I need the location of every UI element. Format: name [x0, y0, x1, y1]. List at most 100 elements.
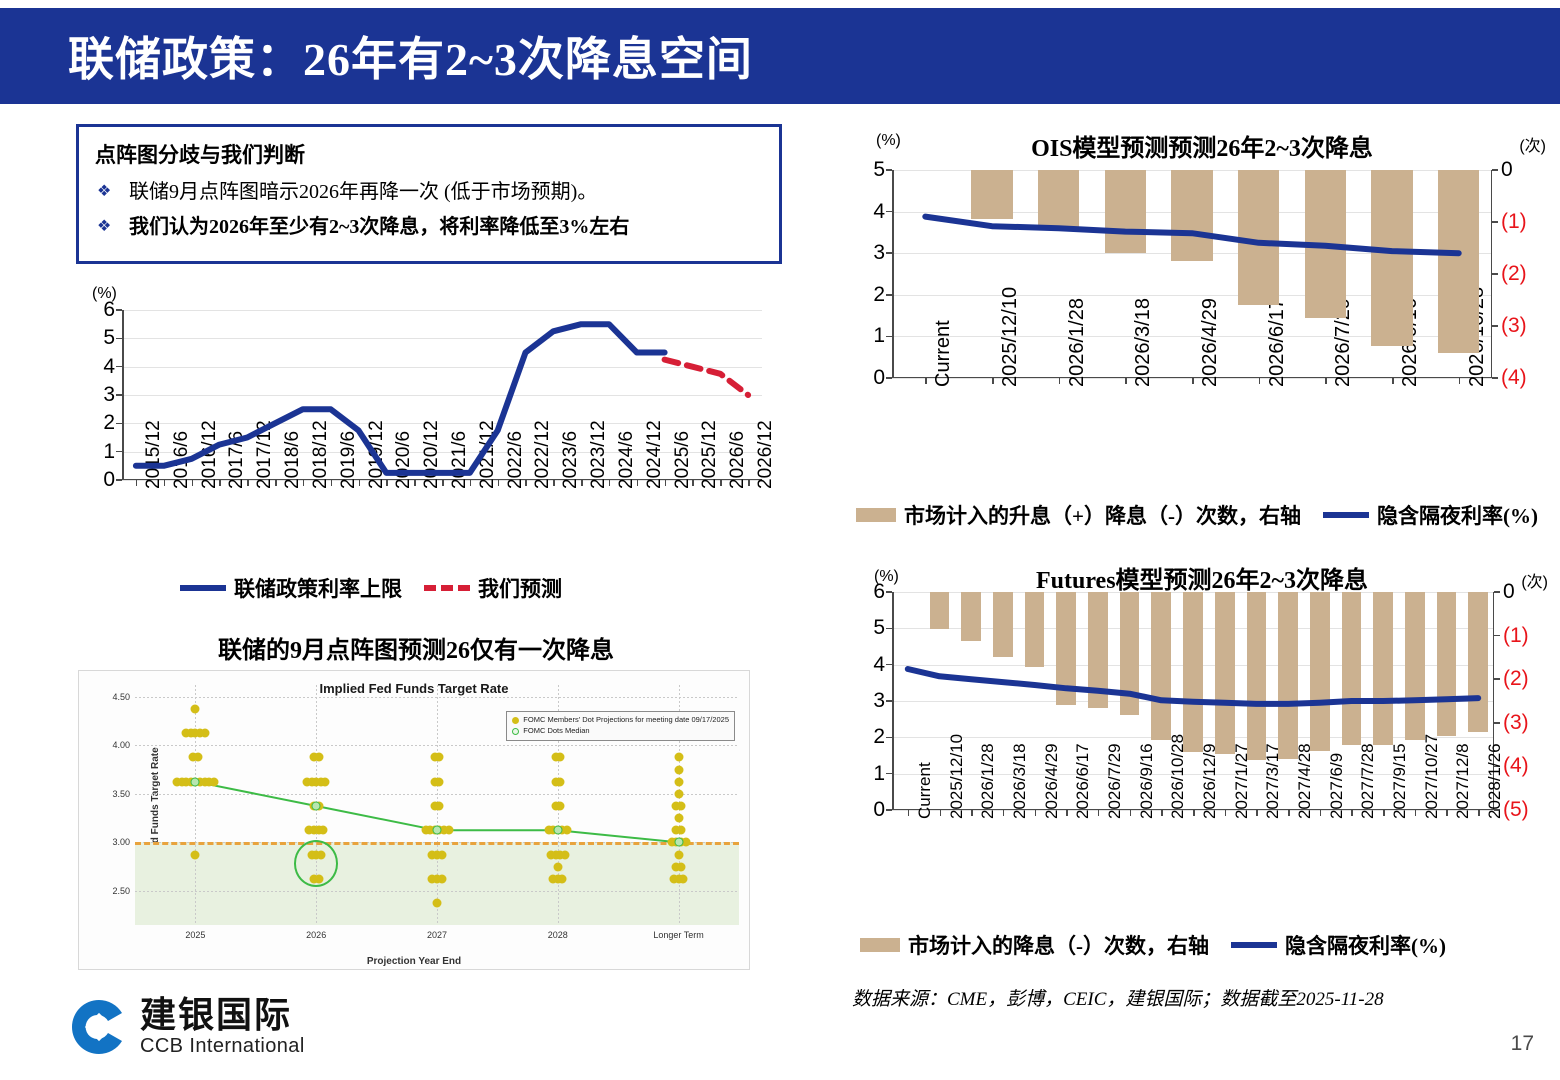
dotplot-x-tick: Longer Term: [653, 930, 704, 940]
chart-fed-policy-rate: (%) 0 1 2 3 4 5 6 2015/12 2016/6 2016/12 2017/6 201…: [80, 285, 780, 585]
gridline: [122, 310, 762, 311]
dotplot-y-tick: 4.50: [112, 691, 130, 702]
bar-rate-change-count: [1088, 592, 1108, 708]
x-axis-tick-label: 2018/6: [282, 430, 304, 489]
dot-projection-marker: [434, 752, 444, 762]
ccb-logo-icon: [71, 1000, 122, 1054]
right-axis-tickmark: [1492, 273, 1498, 275]
right-axis-tickmark: [1494, 591, 1500, 593]
dotplot-x-tick: 2026: [306, 930, 327, 940]
right-axis-tick-label: (4): [1503, 754, 1529, 778]
x-axis-tickmark: [925, 378, 927, 384]
bar-rate-change-count: [1304, 170, 1346, 319]
x-axis-tickmark: [1097, 810, 1100, 816]
dot-projection-marker: [320, 777, 330, 787]
bar-rate-change-count: [1438, 170, 1480, 354]
x-axis-tickmark: [720, 480, 722, 486]
x-axis-tickmark: [748, 480, 750, 486]
x-axis-tick-label: 2026/12: [755, 420, 777, 489]
x-axis-tickmark: [608, 480, 611, 486]
dot-projection-marker: [204, 777, 214, 787]
dot-projection-marker: [195, 728, 205, 738]
highlight-ellipse: [294, 840, 339, 888]
dotplot-y-tick: 3.50: [112, 788, 130, 799]
y-axis-tick-label: 6: [873, 580, 885, 603]
plot-area-ois: 0 1 2 3 4 5 0 (1) (2) (3) (4) Current 2025/12/10 2026…: [873, 158, 1526, 389]
plot-area-dotplot: 2.50 3.00 3.50 4.00 4.50 2025 2026 2027 2028 Long…: [112, 685, 739, 940]
dot-median-marker: [553, 825, 563, 835]
y-axis-tickmark: [886, 169, 892, 171]
x-axis-tickmark: [1458, 378, 1461, 384]
x-axis-tickmark: [386, 480, 388, 486]
dot-projection-marker: [304, 825, 314, 835]
right-axis-tickmark: [1492, 221, 1498, 223]
x-axis-tick-label: 2016/12: [198, 420, 220, 489]
dot-projection-marker: [555, 777, 565, 787]
legend-swatch: [180, 585, 226, 591]
dot-projection-marker: [546, 850, 556, 860]
x-axis-tickmark: [1066, 810, 1068, 816]
y-axis-tick-label: 5: [873, 616, 885, 640]
bar-rate-change-count: [1246, 592, 1267, 760]
dot-projection-marker: [432, 898, 442, 908]
y-axis-tick-label: 4: [103, 354, 115, 378]
y-axis-tickmark: [116, 337, 122, 340]
legend-label: 隐含隔夜利率(%): [1285, 934, 1446, 958]
dot-projection-marker: [562, 825, 572, 835]
bar-rate-change-count: [929, 592, 950, 629]
axis-left: [892, 592, 894, 810]
dot-projection-marker: [674, 850, 684, 860]
dot-projection-marker: [437, 874, 447, 884]
x-axis-tick-label: 2026/1/28: [1065, 298, 1088, 387]
dot-projection-marker: [437, 850, 447, 860]
diamond-bullet-icon: ❖: [97, 183, 112, 200]
dot-projection-marker: [434, 777, 444, 787]
dot-projection-marker: [544, 825, 554, 835]
legend-item: FOMC Members' Dot Projections for meetin…: [512, 715, 729, 726]
right-axis-tick-label: (2): [1501, 262, 1527, 285]
dotplot-x-axis-label: Projection Year End: [366, 956, 462, 967]
x-axis-tick-label: 2026/3/18: [1132, 298, 1155, 387]
legend-median-dot-icon: [512, 727, 520, 735]
y-axis-tick-label: 3: [873, 689, 885, 712]
x-axis-tick-label: 2024/6: [615, 430, 637, 489]
right-axis-tickmark: [1494, 678, 1500, 680]
x-axis-tickmark: [1193, 810, 1195, 816]
bar-rate-change-count: [961, 592, 982, 641]
callout-bullet-text-2: 我们认为2026年至少有2~3次降息，将利率降低至3%左右: [129, 216, 630, 238]
dot-median-marker: [311, 801, 321, 811]
right-axis-tickmark: [1492, 377, 1498, 379]
axis-bottom: [892, 376, 1492, 378]
y-axis-tickmark: [886, 772, 892, 775]
right-axis-tickmark: [1494, 634, 1500, 637]
ois-left-unit: (%): [876, 132, 901, 149]
dot-projection-marker: [193, 752, 203, 762]
x-axis-tickmark: [1351, 810, 1353, 816]
callout-bullet-2: ❖ 我们认为2026年至少有2~3次降息，将利率降低至3%左右: [95, 212, 763, 242]
chart-fomc-dot-plot: Implied Fed Funds Target Rate Implied Fe…: [78, 670, 750, 970]
dot-projection-marker: [551, 850, 560, 860]
y-axis-tickmark: [886, 591, 892, 593]
dot-projection-marker: [681, 837, 690, 847]
x-axis-tick-label: 2026/4/29: [1041, 743, 1061, 819]
dot-projection-marker: [553, 874, 563, 884]
ois-right-unit: (次): [1519, 138, 1546, 155]
y-axis-tickmark: [886, 736, 892, 739]
x-axis-tick-label: 2026/1/28: [978, 743, 998, 819]
company-logo: 建银国际 CCB International: [68, 996, 305, 1058]
x-axis-tickmark: [1478, 810, 1480, 816]
x-axis-tickmark: [469, 480, 472, 486]
x-axis-tickmark: [1392, 378, 1394, 384]
legend-dot-icon: [512, 716, 520, 724]
x-axis-tick-label: 2025/6: [671, 430, 693, 489]
x-axis-tick-label: 2017/6: [226, 430, 248, 489]
bar-rate-change-count: [1024, 592, 1045, 667]
dotplot-inner-title: Implied Fed Funds Target Rate: [319, 681, 509, 696]
dot-projection-marker: [309, 752, 319, 762]
dot-projection-marker: [430, 801, 440, 811]
right-axis-tick-label: 0: [1501, 158, 1513, 181]
x-axis-tickmark: [1161, 810, 1163, 816]
dotplot-x-tick: 2025: [185, 930, 206, 940]
y-axis-tickmark: [886, 809, 892, 811]
dotplot-legend: FOMC Members' Dot Projections for meetin…: [506, 711, 735, 741]
